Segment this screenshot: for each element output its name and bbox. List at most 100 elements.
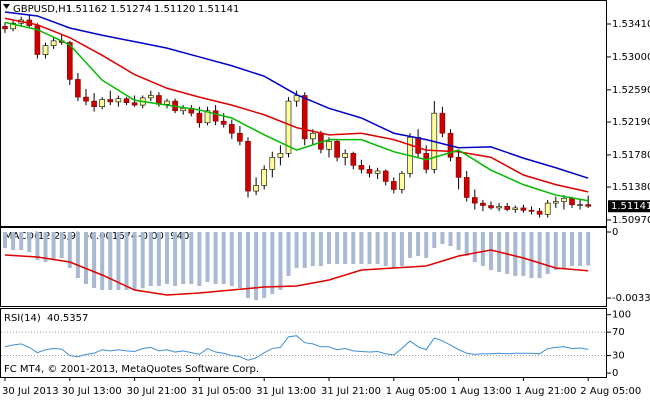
price-box <box>608 200 650 213</box>
y-tick-label: 1.52590 <box>612 85 650 96</box>
macd-bar <box>399 232 404 266</box>
candle-body <box>455 157 462 178</box>
y-tick-label: 100 <box>612 310 631 321</box>
symbol: GBPUSD,H1 <box>13 4 72 15</box>
macd-bar <box>237 232 242 288</box>
macd-bar <box>286 232 291 276</box>
candle-body <box>285 100 292 154</box>
candle-body <box>91 100 97 108</box>
candle-body <box>75 79 81 98</box>
candle-body <box>496 206 502 209</box>
macd-bar <box>424 232 429 258</box>
menu-icon[interactable] <box>3 4 10 9</box>
candle-body <box>253 185 259 192</box>
macd-bar <box>391 232 396 268</box>
macd-bar <box>505 232 510 274</box>
macd-bar <box>124 232 129 290</box>
open-price: 1.51162 <box>66 4 107 15</box>
x-tick-label: 1 Aug 21:00 <box>515 386 576 397</box>
candle-body <box>463 177 470 198</box>
macd-bar <box>327 232 331 264</box>
y-tick-label: 70 <box>612 327 625 338</box>
macd-bar <box>75 232 80 278</box>
y-tick-label: 1.50970 <box>612 215 650 226</box>
macd-bar <box>456 232 461 250</box>
macd-bar <box>100 232 105 290</box>
macd-bar <box>262 232 267 298</box>
candle-body <box>269 157 276 170</box>
macd-bar <box>537 232 542 278</box>
candle-body <box>585 204 592 207</box>
y-tick-label: 1.51380 <box>612 182 650 193</box>
macd-bar <box>11 232 16 250</box>
candle-body <box>544 202 551 215</box>
x-tick-label: 1 Aug 05:00 <box>386 386 447 397</box>
price-box-label: 1.51141 <box>611 201 650 212</box>
candle-body <box>42 45 49 55</box>
candle-body <box>212 110 219 122</box>
macd-bar <box>116 232 121 290</box>
macd-bar <box>189 232 194 284</box>
macd-bar <box>359 232 364 264</box>
candle-body <box>50 40 57 46</box>
macd-bar <box>173 232 178 286</box>
macd-bar <box>35 232 40 260</box>
rsi-title: RSI(14) <box>4 313 41 324</box>
candle-body <box>196 112 203 124</box>
candle-body <box>569 197 575 206</box>
candle-body <box>439 112 446 134</box>
candle-body <box>334 140 340 158</box>
macd-bar <box>148 232 153 286</box>
macd-bar <box>59 232 64 258</box>
macd-bar <box>302 232 307 268</box>
x-tick-label: 1 Aug 13:00 <box>451 386 512 397</box>
macd-title: MACD(12,26,9) <box>4 231 80 242</box>
macd-bar <box>553 232 558 270</box>
candle-body <box>261 169 268 186</box>
macd-bar <box>205 232 210 282</box>
macd-bar <box>181 232 186 284</box>
macd-bar <box>513 232 518 276</box>
macd-bar <box>246 232 250 298</box>
candle-body <box>471 197 478 204</box>
candle-body <box>326 140 332 150</box>
candle-body <box>131 102 138 106</box>
candle-body <box>229 124 235 134</box>
candle-body <box>10 22 16 30</box>
x-tick-label: 30 Jul 13:00 <box>62 386 122 397</box>
macd-bar <box>480 232 485 266</box>
macd-bar <box>545 232 550 274</box>
candle-body <box>148 95 154 99</box>
x-tick-label: 30 Jul 2013 <box>2 386 59 397</box>
macd-bar <box>310 232 315 266</box>
moving-average <box>4 11 589 179</box>
macd-bar <box>351 232 356 264</box>
candle-body <box>382 170 389 182</box>
macd-bar <box>278 232 283 290</box>
candle-body <box>301 95 308 140</box>
candle-body <box>2 26 8 30</box>
macd-bar <box>92 232 97 288</box>
macd-bar <box>586 232 591 266</box>
main-frame <box>0 0 607 227</box>
macd-bar <box>19 232 24 250</box>
macd-bar <box>570 232 574 266</box>
x-tick-label: 31 Jul 13:00 <box>256 386 316 397</box>
close-price: 1.51141 <box>198 4 239 15</box>
candle-body <box>528 210 535 212</box>
candle-body <box>293 95 300 102</box>
macd-bar <box>472 232 477 262</box>
macd-bar <box>165 232 169 284</box>
candle-body <box>423 153 430 170</box>
macd-bar <box>156 232 161 286</box>
candle-body <box>488 205 494 209</box>
macd-bar <box>132 232 137 290</box>
macd-bar <box>383 232 388 266</box>
moving-average <box>4 21 589 202</box>
candle-body <box>561 197 567 202</box>
macd-bar <box>270 232 275 294</box>
y-tick-label: 1.53410 <box>612 19 650 30</box>
rsi-value: 40.5357 <box>47 313 88 324</box>
macd-frame <box>0 227 607 307</box>
